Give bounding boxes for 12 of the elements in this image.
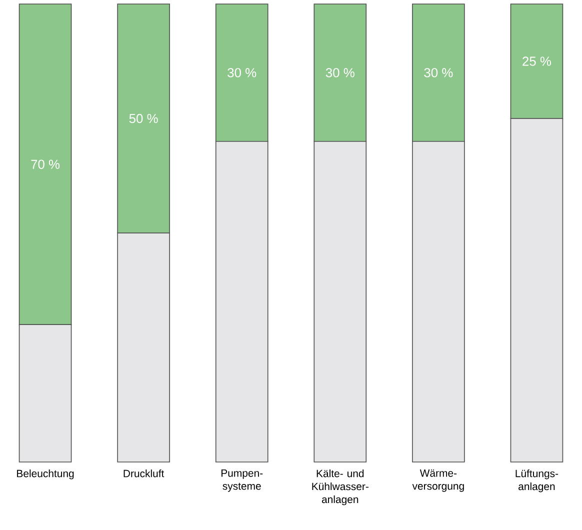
- x-tick-label: Wärme-versorgung: [412, 470, 464, 492]
- data-label: 30 %: [424, 68, 453, 78]
- x-tick-label: Beleuchtung: [17, 470, 74, 480]
- data-label: 50 %: [129, 114, 158, 124]
- x-tick-label: Lüftungs-anlagen: [516, 470, 558, 492]
- data-label: 30 %: [326, 68, 354, 78]
- data-label: 25 %: [522, 56, 552, 66]
- data-label: 70 %: [31, 160, 60, 169]
- data-label: 30 %: [228, 68, 256, 78]
- x-tick-label: Pumpen-systeme: [221, 470, 263, 492]
- x-tick-label: Druckluft: [124, 470, 164, 478]
- x-tick-label: Kälte- und Kühlwasser-anlagen: [312, 470, 368, 506]
